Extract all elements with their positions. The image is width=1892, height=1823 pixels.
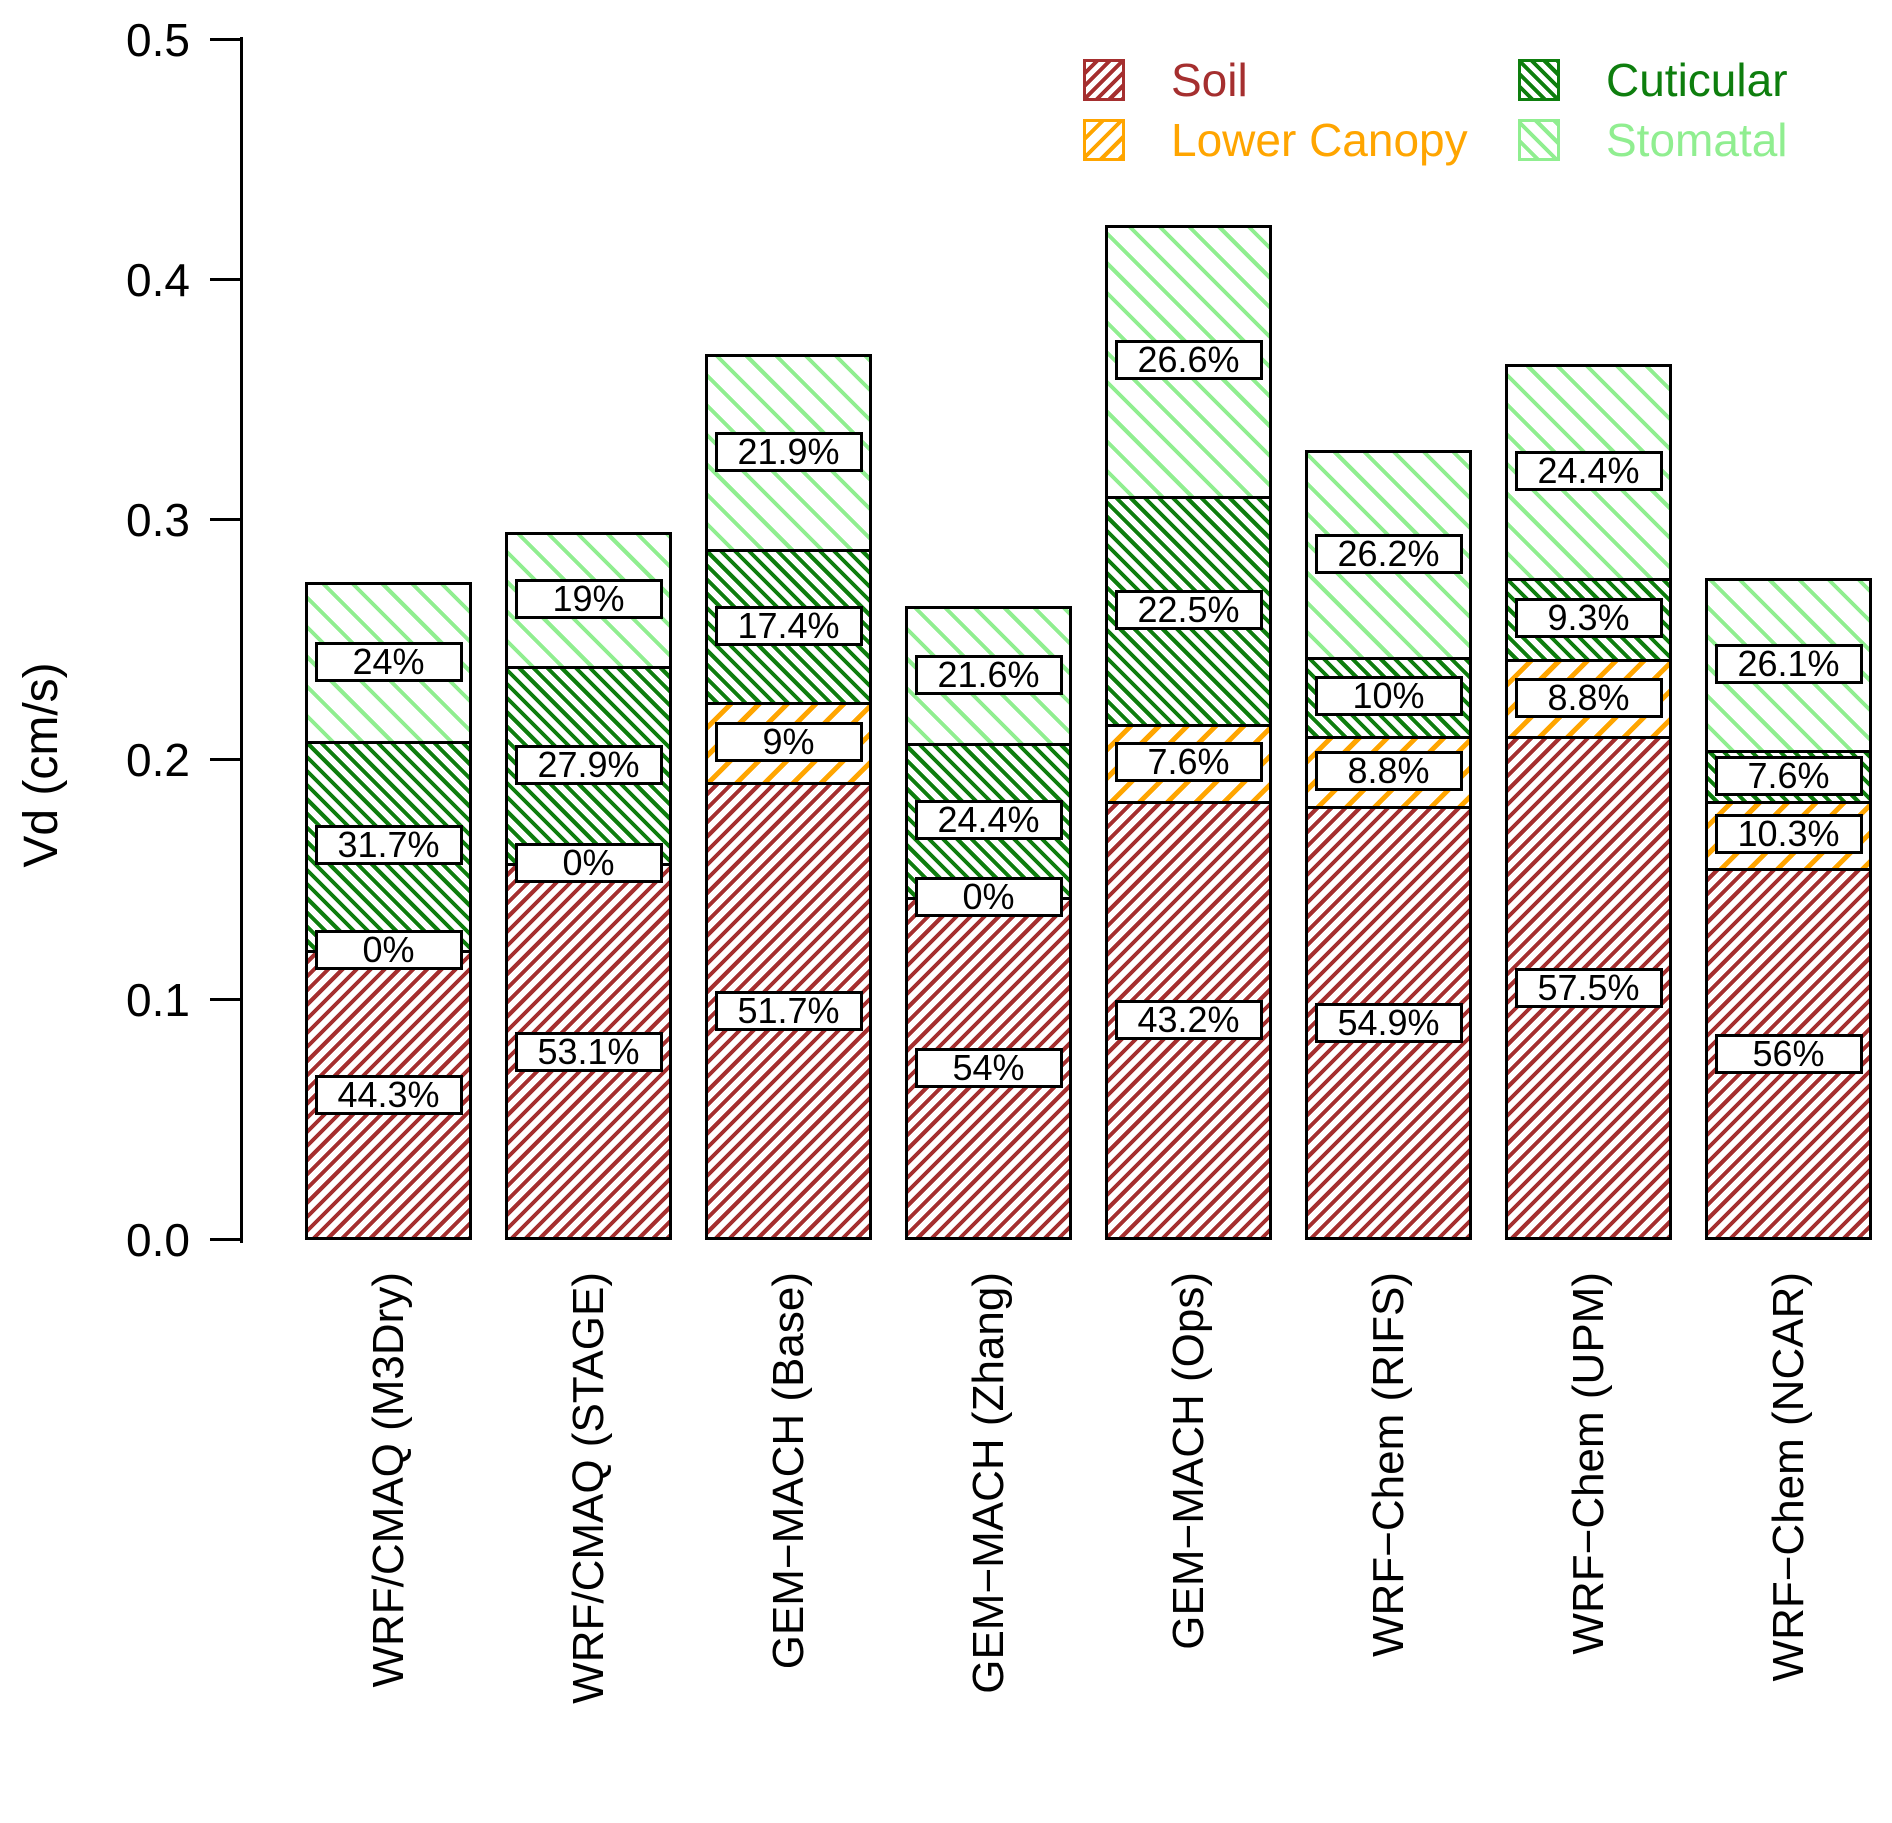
segment-label-lower_canopy: 0% [514, 843, 663, 884]
legend-item-soil: Soil [1083, 54, 1248, 106]
segment-label-cuticular: 7.6% [1714, 755, 1863, 796]
legend-item-stomatal: Stomatal [1518, 114, 1788, 166]
segment-label-stomatal: 24% [314, 641, 463, 682]
segment-label-soil: 57.5% [1514, 968, 1663, 1008]
legend-label-cuticular: Cuticular [1606, 54, 1788, 106]
segment-label-cuticular: 31.7% [314, 825, 463, 866]
segment-label-soil: 43.2% [1114, 1000, 1263, 1041]
legend-item-cuticular: Cuticular [1518, 54, 1788, 106]
legend-swatch-soil [1083, 59, 1125, 101]
x-axis-label: GEM−MACH (Base) [763, 1272, 813, 1670]
x-axis-label: WRF/CMAQ (STAGE) [563, 1272, 613, 1704]
y-tick-label: 0.2 [126, 734, 190, 786]
bar-outline [305, 582, 472, 1240]
segment-label-soil: 54% [914, 1048, 1063, 1089]
legend-label-lower_canopy: Lower Canopy [1171, 114, 1468, 166]
x-axis-label: WRF−Chem (NCAR) [1763, 1272, 1813, 1682]
y-tick-label: 0.3 [126, 494, 190, 546]
segment-label-stomatal: 24.4% [1514, 450, 1663, 491]
segment-label-lower_canopy: 8.8% [1314, 750, 1463, 791]
bar-outline [705, 354, 872, 1240]
legend-item-lower_canopy: Lower Canopy [1083, 114, 1468, 166]
legend-swatch-cuticular [1518, 59, 1560, 101]
y-tick-label: 0.4 [126, 254, 190, 306]
segment-label-lower_canopy: 9% [714, 722, 863, 762]
segment-label-soil: 44.3% [314, 1074, 463, 1115]
segment-label-lower_canopy: 8.8% [1514, 677, 1663, 718]
y-tick-label: 0.0 [126, 1214, 190, 1266]
segment-label-lower_canopy: 0% [914, 876, 1063, 917]
legend-swatch-stomatal [1518, 119, 1560, 161]
segment-label-lower_canopy: 0% [314, 929, 463, 970]
segment-label-cuticular: 9.3% [1514, 598, 1663, 639]
legend-label-soil: Soil [1171, 54, 1248, 106]
y-tick [210, 278, 240, 281]
y-tick [210, 1238, 240, 1241]
segment-label-cuticular: 24.4% [914, 800, 1063, 840]
segment-label-soil: 54.9% [1314, 1002, 1463, 1043]
bar-outline [1305, 450, 1472, 1240]
y-tick [210, 998, 240, 1001]
segment-label-stomatal: 21.6% [914, 654, 1063, 695]
segment-label-soil: 51.7% [714, 990, 863, 1031]
segment-label-soil: 56% [1714, 1034, 1863, 1074]
segment-label-cuticular: 17.4% [714, 605, 863, 646]
x-axis-label: WRF−Chem (RIFS) [1363, 1272, 1413, 1657]
bar-outline [905, 606, 1072, 1240]
bar-outline [505, 532, 672, 1240]
segment-label-cuticular: 22.5% [1114, 590, 1263, 630]
x-axis-label: GEM−MACH (Zhang) [963, 1272, 1013, 1694]
segment-label-stomatal: 19% [514, 579, 663, 620]
y-tick-label: 0.5 [126, 14, 190, 66]
y-tick-label: 0.1 [126, 974, 190, 1026]
legend-swatch-lower_canopy [1083, 119, 1125, 161]
x-axis-label: GEM−MACH (Ops) [1163, 1272, 1213, 1650]
segment-label-lower_canopy: 7.6% [1114, 742, 1263, 783]
bar-outline [1105, 224, 1272, 1240]
y-axis-line [240, 37, 243, 1243]
segment-label-stomatal: 26.6% [1114, 340, 1263, 381]
segment-label-stomatal: 26.2% [1314, 533, 1463, 574]
y-tick [210, 758, 240, 761]
x-axis-label: WRF−Chem (UPM) [1563, 1272, 1613, 1655]
segment-label-stomatal: 26.1% [1714, 644, 1863, 684]
segment-label-cuticular: 27.9% [514, 744, 663, 785]
y-tick [210, 38, 240, 41]
segment-label-lower_canopy: 10.3% [1714, 814, 1863, 855]
x-axis-label: WRF/CMAQ (M3Dry) [363, 1272, 413, 1688]
y-tick [210, 518, 240, 521]
legend-label-stomatal: Stomatal [1606, 114, 1788, 166]
segment-label-soil: 53.1% [514, 1031, 663, 1072]
segment-label-cuticular: 10% [1314, 676, 1463, 717]
bar-outline [1705, 577, 1872, 1240]
segment-label-stomatal: 21.9% [714, 431, 863, 472]
bar-outline [1505, 364, 1672, 1240]
